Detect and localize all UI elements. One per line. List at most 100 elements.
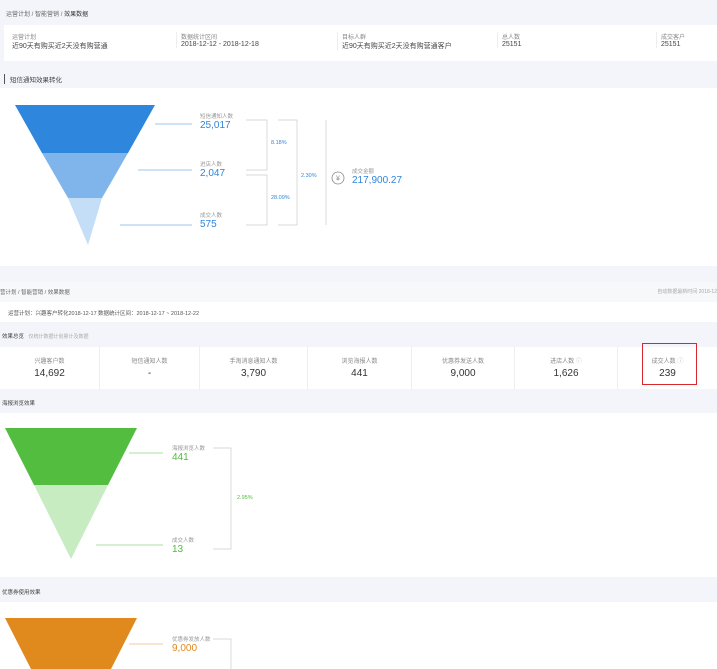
help-icon[interactable]: ⓘ bbox=[575, 359, 582, 365]
funnel-step: 成交人数 575 bbox=[200, 211, 222, 230]
section-title: 短信通知效果转化 bbox=[4, 74, 62, 84]
step-value: 2,047 bbox=[200, 168, 226, 179]
funnel-step: 进店人数 2,047 bbox=[200, 160, 225, 179]
step-label: 成交人数 bbox=[172, 538, 195, 544]
step-value: 9,000 bbox=[172, 643, 198, 654]
label: 运营计划 bbox=[12, 35, 37, 41]
funnel-step: 短信通知人数 25,017 bbox=[200, 112, 233, 131]
stat-coupon: 优惠券发送人数 9,000 bbox=[412, 347, 515, 389]
funnel-chart: ¥ bbox=[15, 105, 345, 245]
funnel-step-1 bbox=[5, 618, 137, 669]
range: 数据统计区间：2018-12-17 ~ 2018-12-22 bbox=[98, 311, 200, 317]
info-card: 运营计划近90天有购买近2天没有购营通 数据统计区间 2018-12-12 - 2… bbox=[4, 25, 717, 61]
stat-value: 3,790 bbox=[240, 368, 267, 379]
funnel-step: 成交人数 13 bbox=[172, 536, 194, 555]
breadcrumb: 运营计划 / 智能营销 / 效果数据 bbox=[6, 12, 89, 18]
stat-value: 14,692 bbox=[34, 368, 65, 379]
funnel-step-2 bbox=[34, 485, 108, 559]
info-total: 总人数 25151 bbox=[497, 32, 521, 48]
funnel-step-2 bbox=[42, 153, 128, 198]
breadcrumb-item[interactable]: 运营计划 bbox=[6, 12, 31, 18]
value: 近90天有购买近2天没有购营通客户 bbox=[342, 43, 452, 50]
step-value: 25,017 bbox=[200, 120, 231, 131]
section-title: 优惠券使用效果 bbox=[2, 590, 41, 596]
step-label: 优惠券发放人数 bbox=[172, 637, 211, 643]
stat-label: 进店人数 bbox=[550, 359, 575, 365]
step-value: 575 bbox=[200, 219, 217, 230]
step-label: 海报浏览人数 bbox=[172, 446, 206, 452]
coupon-funnel-panel: 优惠券发放人数 9,000 bbox=[0, 602, 717, 669]
stat-push: 手淘消息通知人数 3,790 bbox=[200, 347, 308, 389]
stat-value: 9,000 bbox=[450, 368, 476, 379]
value: 25151 bbox=[661, 41, 681, 48]
plan-row: 运营计划：兴趣客户转化2018-12-17 数据统计区间：2018-12-17 … bbox=[0, 302, 717, 322]
stat-label: 手淘消息通知人数 bbox=[229, 359, 278, 365]
stat-sms: 短信通知人数 - bbox=[100, 347, 200, 389]
bracket bbox=[213, 447, 232, 550]
value: 近90天有购买近2天没有购营通 bbox=[12, 43, 108, 50]
breadcrumb-item[interactable]: 智能营销 bbox=[21, 290, 44, 296]
plan: 运营计划：兴趣客户转化2018-12-17 bbox=[8, 311, 97, 317]
bracket bbox=[278, 119, 298, 226]
stats-row: 兴趣客户数 14,692 短信通知人数 - 手淘消息通知人数 3,790 浏览海报人数… bbox=[0, 343, 717, 389]
info-plan: 运营计划近90天有购买近2天没有购营通 bbox=[12, 32, 108, 51]
funnel-step-1 bbox=[15, 105, 155, 153]
header-bar: 营计划 / 智能营销 / 效果数据 自动数据最新时间 2018-12 bbox=[0, 282, 717, 302]
stat-value: 239 bbox=[659, 368, 676, 379]
bracket bbox=[246, 174, 268, 226]
breadcrumb: 营计划 / 智能营销 / 效果数据 bbox=[0, 290, 70, 296]
rate: 28.09% bbox=[271, 195, 290, 201]
funnel-step-3 bbox=[68, 198, 102, 245]
amount: 成交金额 217,900.27 bbox=[352, 167, 402, 186]
amount-label: 成交金额 bbox=[352, 169, 375, 175]
step-label: 进店人数 bbox=[200, 162, 223, 168]
stat-label: 短信通知人数 bbox=[131, 359, 168, 365]
stat-label: 优惠券发送人数 bbox=[441, 359, 484, 365]
stat-label: 兴趣客户数 bbox=[34, 359, 65, 365]
stat-deal: 成交人数 ⓘ 239 bbox=[618, 347, 717, 389]
funnel-step: 海报浏览人数 441 bbox=[172, 444, 205, 463]
step-value: 441 bbox=[172, 452, 189, 463]
funnel-step-1 bbox=[5, 428, 137, 485]
help-icon[interactable]: ⓘ bbox=[677, 359, 684, 365]
breadcrumb-item[interactable]: 智能营销 bbox=[35, 12, 60, 18]
step-label: 成交人数 bbox=[200, 213, 223, 219]
label: 成交客户 bbox=[661, 35, 686, 41]
stat-interest: 兴趣客户数 14,692 bbox=[0, 347, 100, 389]
label: 数据统计区间 bbox=[181, 35, 218, 41]
overview-header: 效果总览 仅统计数据计划累计及数据 bbox=[2, 332, 89, 340]
rate: 8.18% bbox=[271, 140, 287, 146]
overview-hint: 仅统计数据计划累计及数据 bbox=[28, 334, 89, 340]
stat-visit: 进店人数 ⓘ 1,626 bbox=[515, 347, 618, 389]
breadcrumb-item: 效果数据 bbox=[47, 290, 70, 296]
value: 25151 bbox=[502, 41, 522, 48]
label: 目标人群 bbox=[342, 35, 367, 41]
poster-funnel-panel: 海报浏览人数 441 成交人数 13 2.95% bbox=[0, 413, 717, 577]
step-value: 13 bbox=[172, 544, 184, 555]
bracket bbox=[213, 638, 232, 669]
breadcrumb-item[interactable]: 营计划 bbox=[0, 290, 17, 296]
breadcrumb-item: 效果数据 bbox=[64, 12, 89, 18]
rate: 2.30% bbox=[301, 173, 317, 179]
funnel-step: 优惠券发放人数 9,000 bbox=[172, 635, 211, 654]
stat-poster: 浏览海报人数 441 bbox=[308, 347, 412, 389]
stat-value: - bbox=[147, 368, 152, 379]
amount-value: 217,900.27 bbox=[352, 175, 403, 186]
step-label: 短信通知人数 bbox=[200, 114, 234, 120]
stat-value: 1,626 bbox=[553, 368, 579, 379]
highlight-box bbox=[642, 343, 697, 385]
svg-text:¥: ¥ bbox=[336, 176, 340, 183]
section-title: 海报浏览效果 bbox=[2, 401, 36, 407]
bracket bbox=[246, 119, 268, 171]
label: 总人数 bbox=[502, 35, 521, 41]
sms-funnel-panel: ¥ 短信通知人数 25,017 进店人数 2,047 成交人数 575 8.18% 2… bbox=[0, 88, 717, 266]
stat-value: 441 bbox=[351, 368, 368, 379]
overview-title: 效果总览 bbox=[2, 334, 25, 340]
funnel-chart bbox=[5, 618, 232, 669]
rate: 2.95% bbox=[237, 495, 253, 501]
funnel-chart bbox=[5, 428, 232, 559]
yen-icon bbox=[331, 171, 345, 185]
info-customers: 成交客户 25151 bbox=[656, 32, 685, 48]
info-range: 数据统计区间 2018-12-12 - 2018-12-18 bbox=[176, 32, 259, 48]
value: 2018-12-12 - 2018-12-18 bbox=[181, 41, 259, 48]
